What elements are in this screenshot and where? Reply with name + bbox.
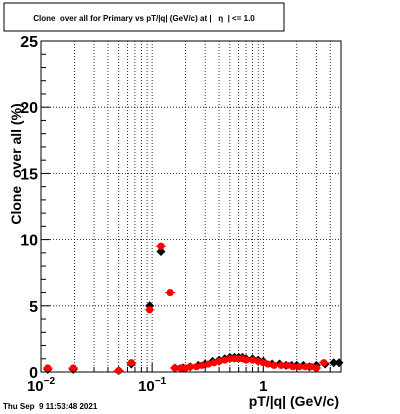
data-point-circle <box>127 359 135 367</box>
data-point-circle <box>171 364 179 372</box>
x-axis-title: pT/|q| (GeV/c) <box>249 393 339 409</box>
grid <box>41 41 341 372</box>
data-point-circle <box>198 361 206 369</box>
data-point-circle <box>270 361 278 369</box>
data-point-circle <box>301 363 310 371</box>
x-tick-label: 10−2 <box>27 376 56 395</box>
data-point-circle <box>186 363 194 371</box>
data-point-circle <box>312 364 320 372</box>
data-point-circle <box>242 356 250 364</box>
data-point-circle <box>69 364 77 372</box>
y-tick-label: 10 <box>20 233 38 250</box>
y-tick-label: 15 <box>20 166 38 183</box>
y-axis-title: Clone over all (%) <box>8 103 24 224</box>
x-tick-label: 10−1 <box>138 376 167 395</box>
series-layer <box>42 242 344 376</box>
x-tick-label: 1 <box>259 378 267 395</box>
data-point-circle <box>320 359 328 367</box>
data-point-diamond <box>334 358 344 368</box>
data-point-circle <box>157 242 165 250</box>
data-point-diamond <box>329 358 339 368</box>
data-point-circle <box>264 360 272 368</box>
x-axis: 10−2 10−1 1 <box>27 363 342 395</box>
y-tick-label: 25 <box>20 34 38 51</box>
y-tick-label: 20 <box>20 100 38 117</box>
data-point-circle <box>289 363 297 371</box>
data-point-circle <box>277 361 285 369</box>
plot-frame <box>40 40 342 373</box>
y-tick-label: 5 <box>29 299 38 316</box>
data-point-circle <box>115 367 123 375</box>
data-point-diamond <box>156 247 166 257</box>
title-box <box>3 2 285 32</box>
y-tick-label: 0 <box>29 365 38 382</box>
data-point-circle <box>44 364 52 372</box>
data-point-circle <box>176 364 185 372</box>
y-axis: 0 5 10 15 20 25 <box>20 34 50 382</box>
data-point-circle <box>146 306 154 314</box>
timestamp: Thu Sep 9 11:53:48 2021 <box>3 402 98 411</box>
data-point-circle <box>295 363 303 371</box>
data-point-circle <box>166 288 174 297</box>
series-2 <box>42 242 329 375</box>
chart-title: Clone over all for Primary vs pT/|q| (Ge… <box>33 14 255 23</box>
